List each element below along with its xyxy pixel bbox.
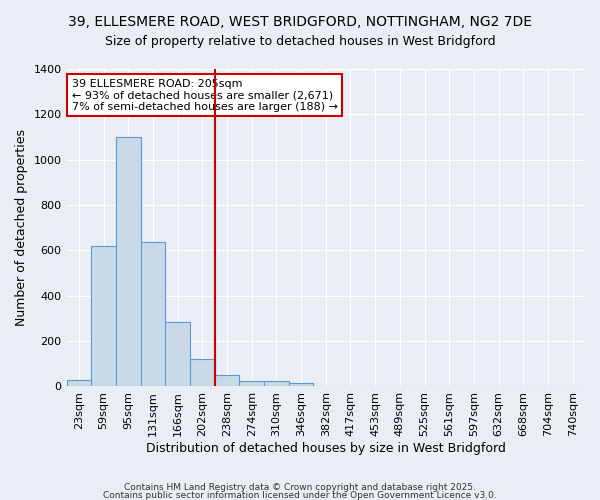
Bar <box>289 383 313 386</box>
Bar <box>215 375 239 386</box>
Text: Size of property relative to detached houses in West Bridgford: Size of property relative to detached ho… <box>104 35 496 48</box>
Text: 39 ELLESMERE ROAD: 205sqm
← 93% of detached houses are smaller (2,671)
7% of sem: 39 ELLESMERE ROAD: 205sqm ← 93% of detac… <box>72 78 338 112</box>
X-axis label: Distribution of detached houses by size in West Bridgford: Distribution of detached houses by size … <box>146 442 506 455</box>
Bar <box>140 242 165 386</box>
Bar <box>264 381 289 386</box>
Y-axis label: Number of detached properties: Number of detached properties <box>15 129 28 326</box>
Text: Contains public sector information licensed under the Open Government Licence v3: Contains public sector information licen… <box>103 490 497 500</box>
Bar <box>116 137 140 386</box>
Bar <box>165 322 190 386</box>
Bar <box>91 246 116 386</box>
Bar <box>239 381 264 386</box>
Bar <box>190 359 215 386</box>
Text: 39, ELLESMERE ROAD, WEST BRIDGFORD, NOTTINGHAM, NG2 7DE: 39, ELLESMERE ROAD, WEST BRIDGFORD, NOTT… <box>68 15 532 29</box>
Bar <box>67 380 91 386</box>
Text: Contains HM Land Registry data © Crown copyright and database right 2025.: Contains HM Land Registry data © Crown c… <box>124 483 476 492</box>
